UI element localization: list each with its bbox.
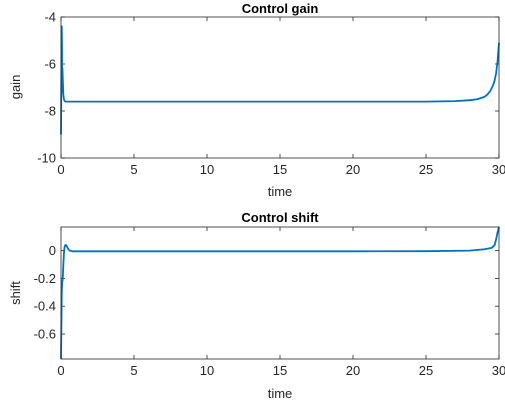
gain-series [60, 25, 500, 135]
gain-ytick-label: -6 [44, 57, 56, 72]
gain-title: Control gain [242, 1, 319, 16]
shift-axes-box [60, 226, 500, 360]
shift-xlabel: time [268, 386, 293, 401]
gain-xtick-label: 10 [200, 162, 214, 177]
shift-ytick-label: -0.4 [34, 299, 56, 314]
shift-series-line [60, 226, 500, 360]
gain-xtick-label: 25 [419, 162, 433, 177]
shift-xtick-label: 25 [419, 363, 433, 378]
subplot-control-shift: 0 5 10 15 20 25 30-0.6-0.4-0.20 Control shift … [8, 210, 505, 401]
gain-xlabel: time [268, 184, 293, 199]
shift-series [60, 226, 500, 360]
gain-xtick-label: 30 [492, 162, 505, 177]
subplot-control-gain: 0 5 10 15 20 25 30-10-8-6-4 Control gain time … [8, 1, 505, 199]
gain-axes-box [60, 16, 500, 159]
shift-xtick-label: 20 [346, 363, 360, 378]
shift-title: Control shift [241, 210, 319, 225]
gain-ytick-label: -10 [37, 151, 56, 166]
shift-xtick-label: 0 [57, 363, 64, 378]
shift-xtick-label: 5 [130, 363, 137, 378]
gain-xtick-label: 0 [57, 162, 64, 177]
shift-ylabel: shift [8, 281, 23, 305]
gain-ytick-label: -4 [44, 10, 56, 25]
shift-ytick-label: 0 [49, 243, 56, 258]
gain-series-line [60, 25, 500, 135]
shift-xtick-label: 30 [492, 363, 505, 378]
shift-ticks: 0 5 10 15 20 25 30 -0.6 -0.4 -0.2 0 [34, 227, 505, 378]
gain-xtick-label: 15 [273, 162, 287, 177]
gain-xtick-label: 5 [130, 162, 137, 177]
shift-ytick-label: -0.2 [34, 271, 56, 286]
gain-ylabel: gain [8, 75, 23, 100]
shift-ytick-label: -0.6 [34, 326, 56, 341]
gain-xtick-label: 20 [346, 162, 360, 177]
shift-xtick-label: 10 [200, 363, 214, 378]
gain-ytick-label: -8 [44, 104, 56, 119]
gain-ticks: 0 5 10 15 20 25 30 -10 -8 -6 -4 [37, 10, 505, 178]
shift-xtick-label: 15 [273, 363, 287, 378]
